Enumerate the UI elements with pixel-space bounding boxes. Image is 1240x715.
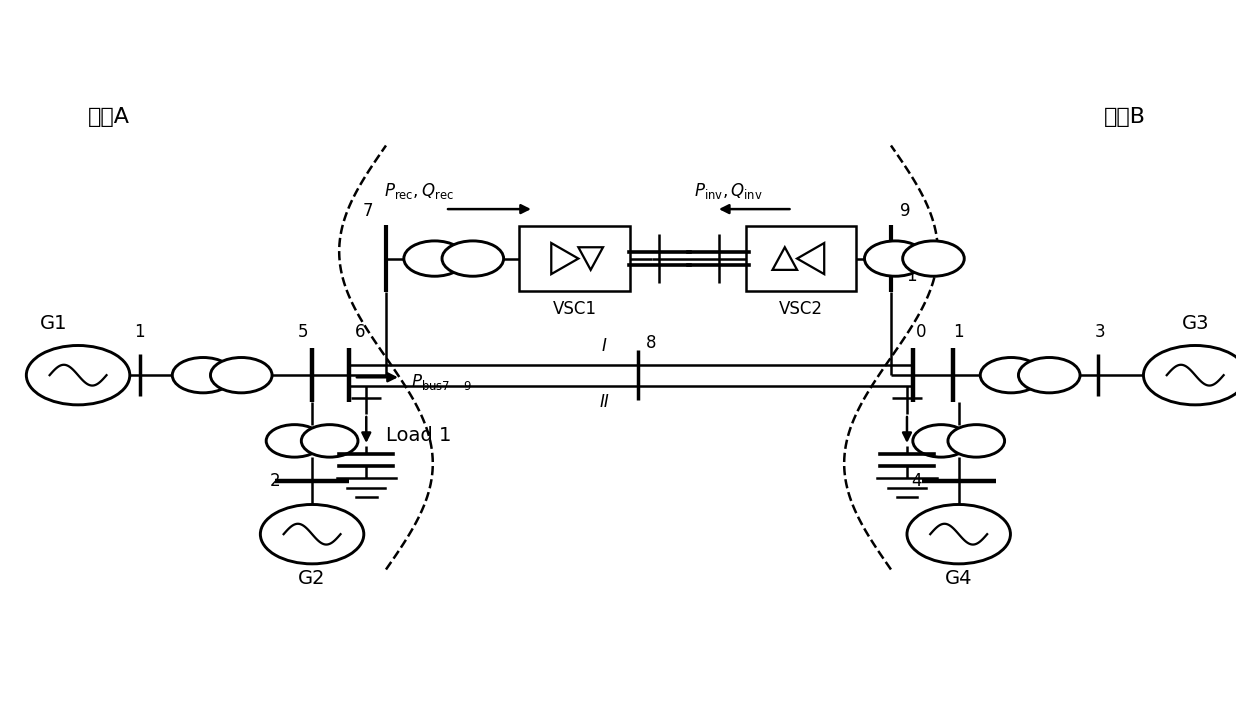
Circle shape [404, 241, 465, 276]
Circle shape [913, 425, 970, 457]
Circle shape [906, 505, 1011, 564]
Circle shape [211, 358, 272, 393]
Text: 2: 2 [269, 472, 280, 490]
Text: VSC1: VSC1 [553, 300, 596, 317]
Text: 4: 4 [911, 472, 921, 490]
Text: 9: 9 [900, 202, 911, 220]
Circle shape [1018, 358, 1080, 393]
Circle shape [301, 425, 358, 457]
Text: $P_{\rm rec},Q_{\rm rec}$: $P_{\rm rec},Q_{\rm rec}$ [383, 181, 454, 201]
Text: 3: 3 [1095, 323, 1106, 341]
Polygon shape [797, 243, 825, 274]
Text: 8: 8 [646, 334, 656, 352]
Polygon shape [578, 247, 603, 270]
Text: I: I [601, 337, 606, 355]
Circle shape [172, 358, 234, 393]
Text: G1: G1 [40, 314, 67, 332]
Text: G3: G3 [1182, 314, 1209, 332]
Text: 1: 1 [134, 323, 145, 341]
Text: VSC2: VSC2 [779, 300, 823, 317]
Text: $P_{\rm inv},Q_{\rm inv}$: $P_{\rm inv},Q_{\rm inv}$ [694, 181, 763, 201]
Text: 7: 7 [362, 202, 373, 220]
Circle shape [26, 345, 130, 405]
Circle shape [267, 425, 322, 457]
Text: 1: 1 [954, 323, 963, 341]
Circle shape [981, 358, 1042, 393]
Text: G4: G4 [945, 570, 972, 588]
Text: 区域B: 区域B [1104, 107, 1146, 127]
Polygon shape [773, 247, 797, 270]
Circle shape [1143, 345, 1240, 405]
Text: 6: 6 [355, 323, 366, 341]
Text: Load 1: Load 1 [386, 425, 451, 445]
Text: 5: 5 [298, 323, 309, 341]
Circle shape [864, 241, 926, 276]
Bar [520, 226, 630, 291]
Text: II: II [599, 393, 609, 411]
Circle shape [260, 505, 363, 564]
Text: Load 2: Load 2 [926, 425, 992, 445]
Text: $P_{\rm bus7-9}$: $P_{\rm bus7-9}$ [410, 372, 471, 392]
Text: 0: 0 [915, 323, 926, 341]
Polygon shape [552, 243, 578, 274]
Circle shape [903, 241, 965, 276]
Bar [745, 226, 857, 291]
Circle shape [441, 241, 503, 276]
Text: G2: G2 [299, 570, 326, 588]
Text: 区域A: 区域A [88, 107, 130, 127]
Circle shape [947, 425, 1004, 457]
Text: 1: 1 [905, 267, 916, 285]
